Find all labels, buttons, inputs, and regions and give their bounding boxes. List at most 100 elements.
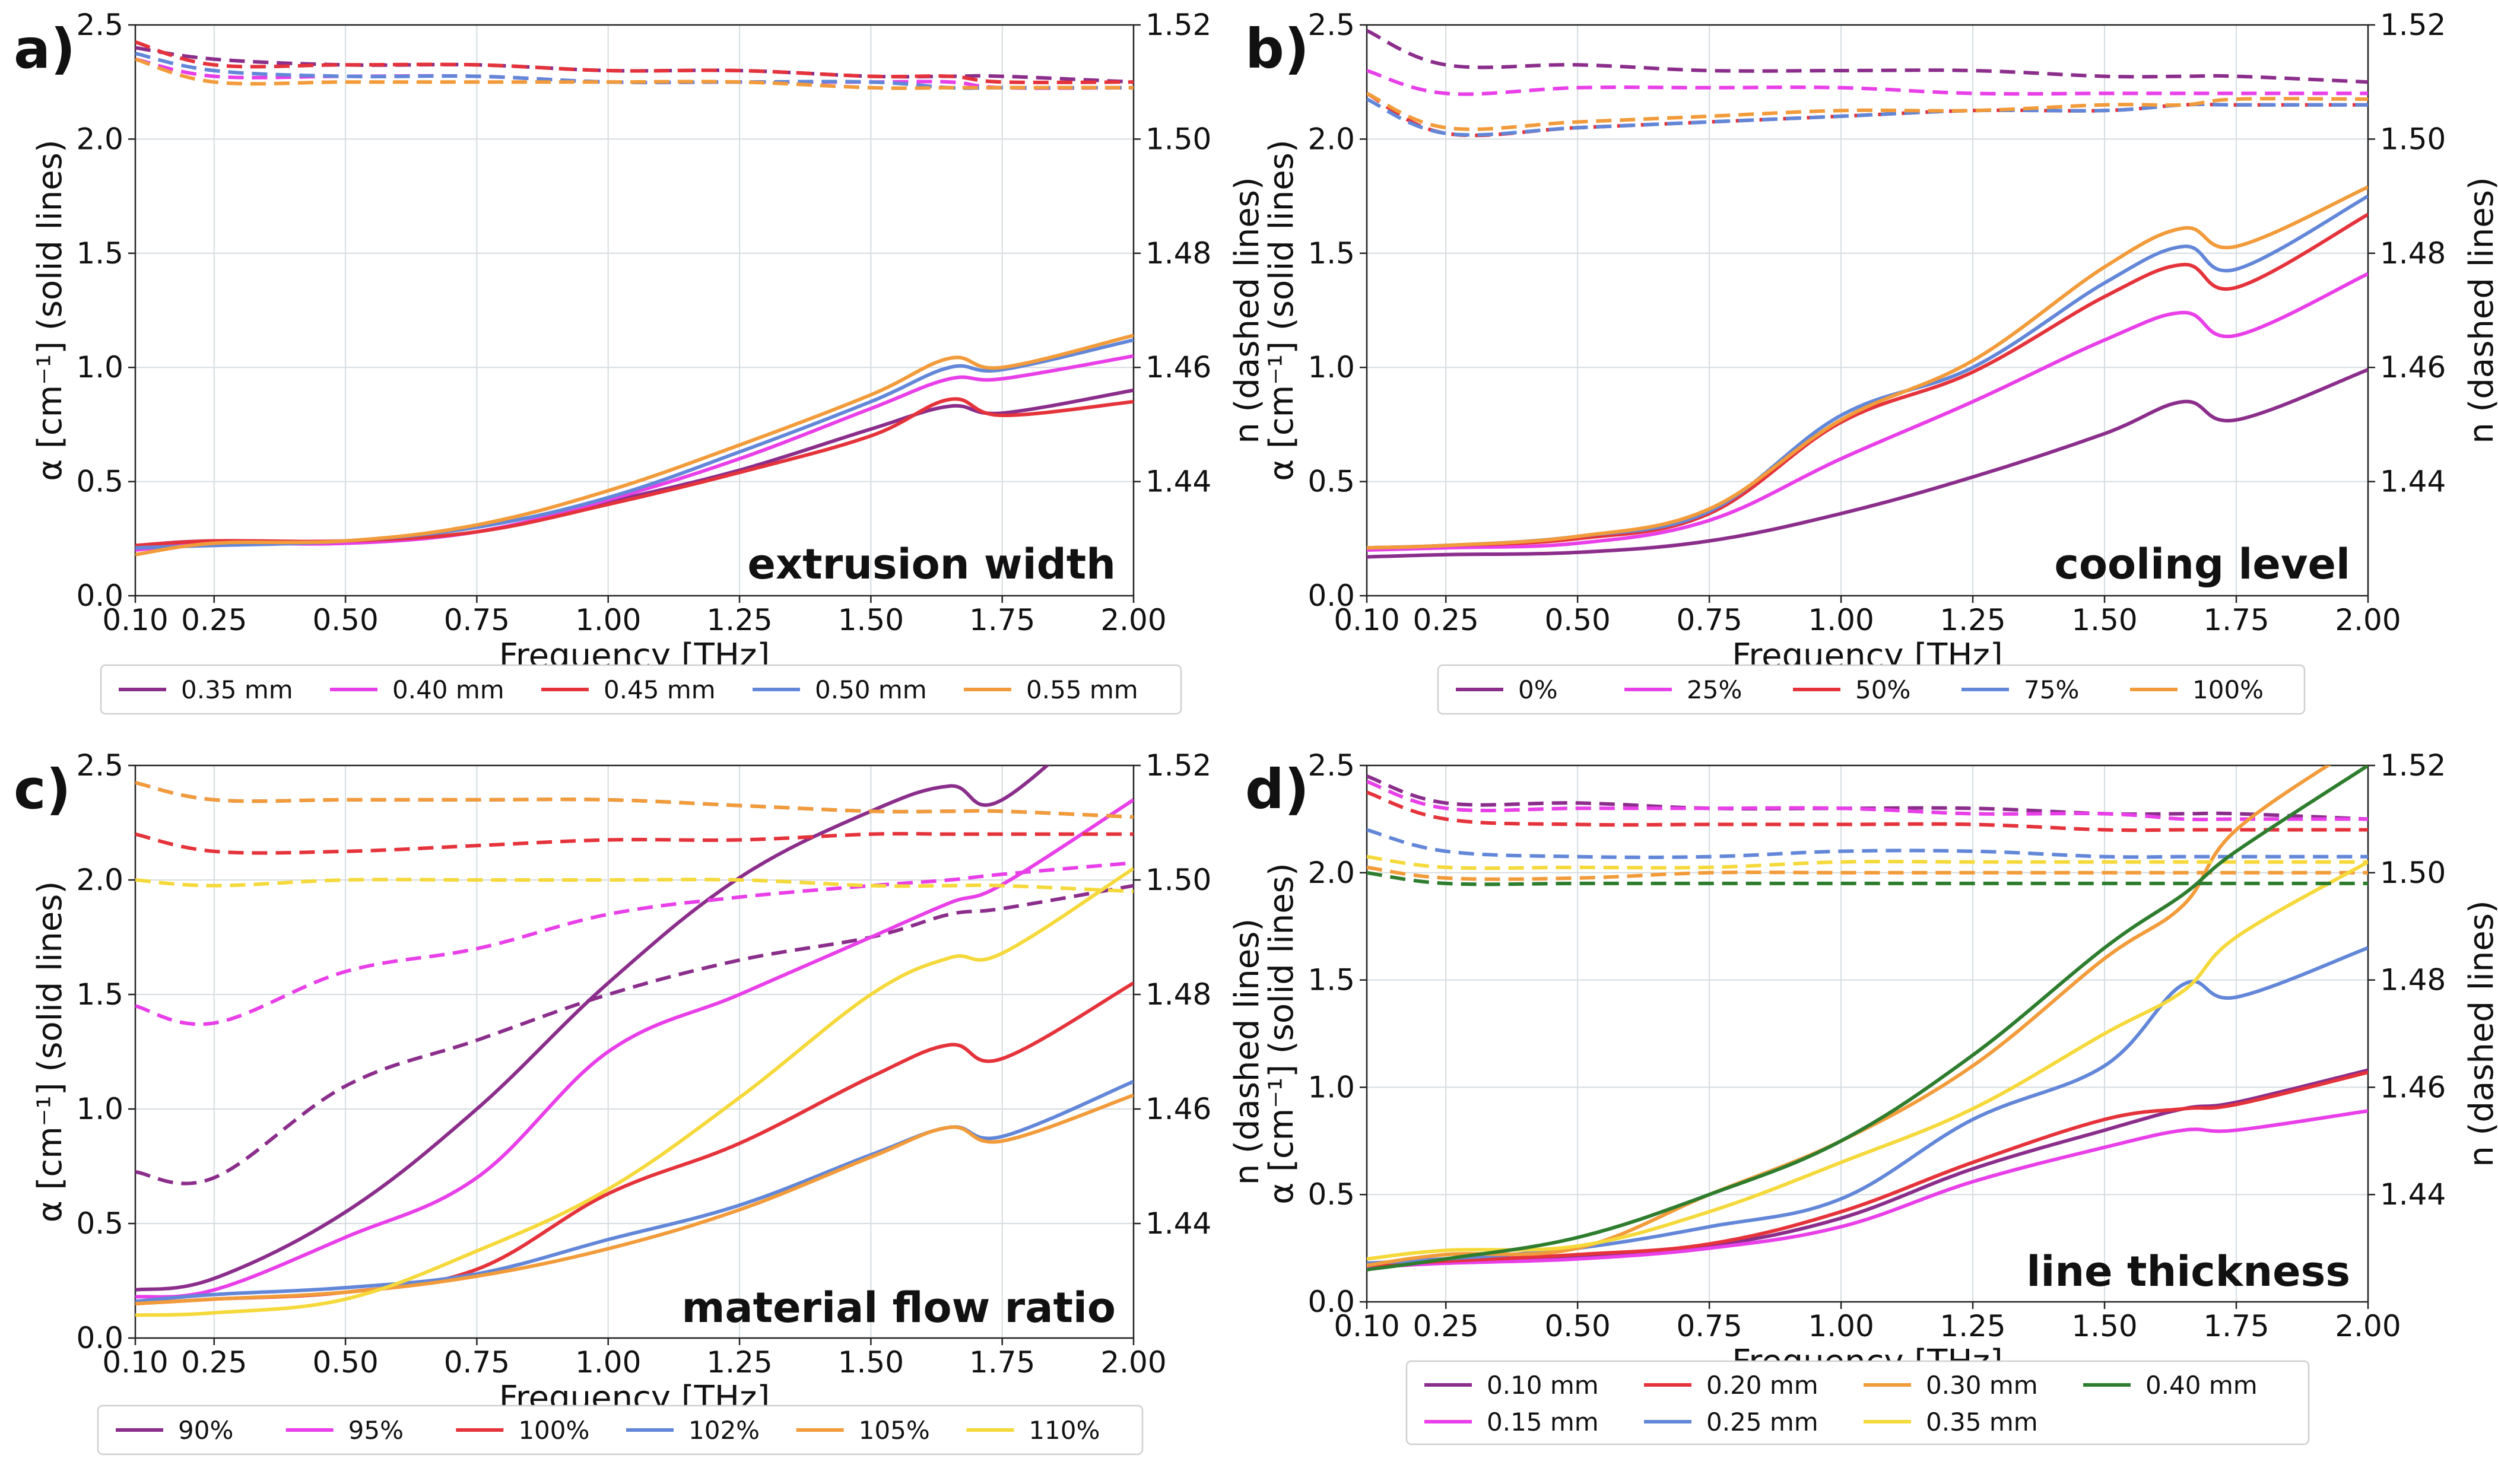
legend-label: 90% — [178, 1416, 233, 1445]
panel-annotation: cooling level — [2054, 540, 2350, 589]
series-alpha-line — [1367, 860, 2368, 1261]
series-alpha-line — [135, 333, 1134, 557]
legend-box — [100, 664, 1182, 715]
y2-tick-label: 1.48 — [1145, 977, 1211, 1012]
legend: 0% 25% 50% 75% 100% — [1437, 664, 2306, 715]
x-tick-label: 1.00 — [575, 603, 641, 637]
series-alpha-line — [1367, 1070, 2368, 1267]
y-tick-label: 1.5 — [1307, 963, 1355, 997]
legend-label: 75% — [2024, 675, 2079, 704]
x-tick-label: 2.00 — [2335, 1309, 2401, 1343]
series-n-line — [1367, 69, 2368, 96]
series-n-line — [135, 884, 1134, 1186]
y2-tick-label: 1.48 — [2380, 236, 2446, 271]
series-alpha-line — [135, 765, 1050, 1292]
x-tick-label: 1.25 — [706, 603, 772, 637]
series-alpha-line — [1367, 185, 2368, 550]
x-tick-label: 1.50 — [838, 1345, 904, 1380]
grid — [1366, 765, 2369, 1302]
y-axis-label: α [cm⁻¹] (solid lines) — [31, 139, 69, 481]
series-n-line — [135, 861, 1134, 1027]
series-group — [1367, 765, 2368, 1272]
plot-frame — [1366, 764, 2369, 1303]
x-tick-label: 1.75 — [969, 603, 1035, 637]
y2-tick-label: 1.50 — [2380, 856, 2446, 890]
x-tick-label: 1.00 — [1808, 1309, 1874, 1343]
y2-axis-label: n (dashed lines) — [2462, 900, 2498, 1167]
y-axis-label: α [cm⁻¹] (solid lines) — [31, 881, 69, 1222]
y-tick-label: 1.0 — [76, 1092, 123, 1126]
plot-frame — [1366, 24, 2369, 597]
y-tick-label: 1.5 — [76, 236, 123, 271]
y2-tick-label: 1.44 — [1145, 465, 1211, 499]
x-tick-label: 0.25 — [1413, 1309, 1479, 1343]
panel-4: 0.10 0.25 0.50 0.75 1.00 1.25 1.50 1.75 2.00 0.0 0… — [1245, 748, 2498, 1445]
y2-tick-label: 1.46 — [1145, 350, 1211, 384]
series-n-line — [1367, 780, 2368, 822]
x-tick-label: 1.75 — [2203, 1309, 2269, 1343]
x-tick-label: 2.00 — [1100, 603, 1166, 637]
y2-tick-label: 1.46 — [1145, 1092, 1211, 1126]
y-tick-label: 2.5 — [1307, 748, 1355, 783]
y-tick-label: 1.5 — [76, 977, 123, 1012]
legend-label: 0.50 mm — [815, 675, 927, 704]
legend-label: 100% — [518, 1416, 589, 1445]
y2-tick-label: 1.48 — [2380, 963, 2446, 997]
y2-tick-label: 1.52 — [2380, 748, 2446, 783]
series-n-line — [135, 832, 1134, 855]
x-tick-label: 1.50 — [2071, 603, 2137, 637]
legend-label: 50% — [1855, 675, 1910, 704]
y-axis-label: α [cm⁻¹] (solid lines) — [1262, 863, 1301, 1204]
x-tick-label: 2.00 — [1100, 1345, 1166, 1380]
y-tick-label: 0.5 — [76, 1206, 123, 1241]
panel-label: c) — [14, 758, 71, 821]
series-alpha-line — [135, 867, 1134, 1317]
series-alpha-line — [135, 354, 1134, 552]
series-n-line — [1367, 828, 2368, 859]
y2-axis-label: n (dashed lines) — [2462, 177, 2498, 444]
y-tick-label: 2.0 — [76, 863, 123, 897]
series-alpha-line — [1367, 1109, 2368, 1270]
series-n-line — [1367, 91, 2368, 131]
legend-label: 0.45 mm — [604, 675, 716, 704]
series-alpha-line — [1367, 765, 2331, 1267]
series-alpha-line — [135, 338, 1134, 550]
x-tick-label: 0.50 — [1544, 603, 1610, 637]
series-n-line — [1367, 870, 2368, 886]
x-tick-label: 1.75 — [969, 1345, 1035, 1380]
y-axis-label: α [cm⁻¹] (solid lines) — [1262, 139, 1301, 481]
x-tick-label: 1.50 — [2071, 1309, 2137, 1343]
panel-label: d) — [1245, 758, 1309, 821]
legend-label: 0.30 mm — [1926, 1371, 2038, 1400]
y2-tick-label: 1.50 — [1145, 122, 1211, 156]
x-tick-label: 1.25 — [1940, 603, 2005, 637]
y2-tick-label: 1.50 — [1145, 863, 1211, 897]
x-tick-label: 0.50 — [312, 603, 378, 637]
x-tick-label: 0.10 — [102, 603, 168, 637]
legend-label: 102% — [688, 1416, 760, 1445]
y2-tick-label: 1.52 — [1145, 8, 1211, 42]
x-tick-label: 0.25 — [181, 603, 247, 637]
series-alpha-line — [135, 1079, 1134, 1304]
y2-tick-label: 1.46 — [2380, 1070, 2446, 1104]
x-tick-label: 0.75 — [444, 603, 510, 637]
x-tick-label: 2.00 — [2335, 603, 2401, 637]
series-alpha-line — [1367, 765, 2368, 1272]
legend-label: 105% — [859, 1416, 930, 1445]
y-tick-label: 1.5 — [1307, 236, 1355, 271]
y-tick-label: 1.0 — [76, 350, 123, 384]
legend-label: 0.35 mm — [181, 675, 293, 704]
series-alpha-line — [1367, 194, 2368, 550]
legend-label: 0% — [1518, 675, 1558, 704]
series-alpha-line — [135, 397, 1134, 548]
x-tick-label: 0.75 — [444, 1345, 510, 1380]
x-tick-label: 0.50 — [312, 1345, 378, 1380]
x-tick-label: 0.75 — [1676, 1309, 1742, 1343]
legend-box — [1405, 1360, 2310, 1445]
y-tick-label: 1.0 — [1307, 350, 1355, 384]
x-tick-label: 0.50 — [1544, 1309, 1610, 1343]
plot-frame — [134, 24, 1135, 597]
x-tick-label: 0.10 — [1334, 1309, 1399, 1343]
y-tick-label: 0.5 — [1307, 465, 1355, 499]
y-tick-label: 0.0 — [76, 1321, 123, 1355]
